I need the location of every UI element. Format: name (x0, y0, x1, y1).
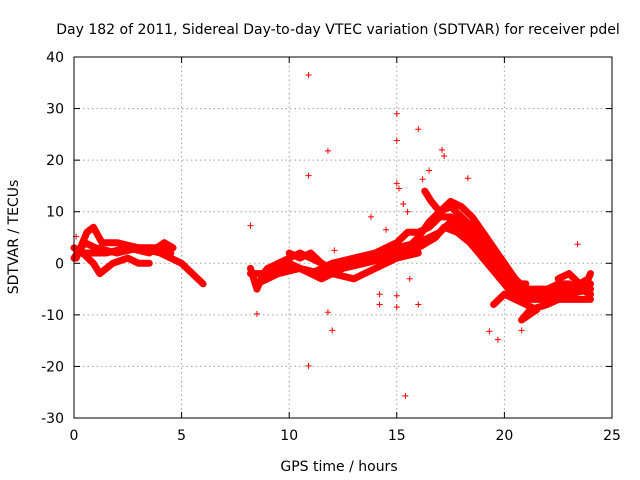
data-point (305, 72, 312, 79)
x-tick-label: 15 (388, 428, 406, 444)
data-point (331, 247, 338, 254)
y-tick-label: -20 (41, 359, 64, 375)
data-point (400, 200, 407, 207)
data-point (393, 137, 400, 144)
data-point (393, 292, 400, 299)
data-point (367, 213, 374, 220)
x-tick-label: 5 (177, 428, 186, 444)
data-trace (74, 239, 177, 257)
data-point (406, 275, 413, 282)
data-point (395, 185, 402, 192)
data-point (419, 176, 426, 183)
data-point (253, 310, 260, 317)
data-point (305, 172, 312, 179)
data-point (574, 241, 581, 248)
data-point (383, 226, 390, 233)
y-tick-label: 0 (55, 256, 64, 272)
data-point (376, 291, 383, 298)
data-point (441, 153, 448, 160)
data-point (415, 244, 422, 251)
y-tick-label: 30 (46, 102, 64, 118)
data-point (415, 301, 422, 308)
data-point (324, 309, 331, 316)
data-point (393, 110, 400, 117)
chart-title: Day 182 of 2011, Sidereal Day-to-day VTE… (56, 22, 620, 38)
data-point (393, 304, 400, 311)
data-trace (421, 187, 530, 288)
data-point (486, 328, 493, 335)
y-tick-label: -30 (41, 411, 64, 427)
x-axis-label: GPS time / hours (280, 459, 397, 475)
data-point (494, 336, 501, 343)
data-point (404, 208, 411, 215)
data-point (329, 327, 336, 334)
data-trace (554, 270, 594, 288)
data-point (402, 392, 409, 399)
data-point (393, 180, 400, 187)
x-tick-label: 10 (280, 428, 298, 444)
x-tick-label: 25 (603, 428, 621, 444)
data-layer (70, 72, 594, 399)
data-point (247, 222, 254, 229)
data-trace (490, 290, 562, 324)
data-point (464, 175, 471, 182)
data-point (557, 275, 564, 282)
data-point (426, 167, 433, 174)
y-tick-label: 20 (46, 153, 64, 169)
data-point (376, 301, 383, 308)
y-tick-label: 40 (46, 50, 64, 66)
grid-layer (74, 57, 612, 418)
data-point (438, 146, 445, 153)
data-point (305, 362, 312, 369)
data-trace (285, 249, 422, 283)
y-axis-label: SDTVAR / TECUs (6, 180, 22, 295)
y-tick-label: -10 (41, 308, 64, 324)
data-point (324, 147, 331, 154)
data-point (415, 126, 422, 133)
data-point (518, 327, 525, 334)
x-tick-label: 0 (70, 428, 79, 444)
y-tick-label: 10 (46, 205, 64, 221)
tick-layer: 0 5 10 15 20 25 -30 -20 -10 0 10 20 30 40 (41, 50, 621, 444)
x-tick-label: 20 (495, 428, 513, 444)
plot-frame (73, 56, 613, 419)
